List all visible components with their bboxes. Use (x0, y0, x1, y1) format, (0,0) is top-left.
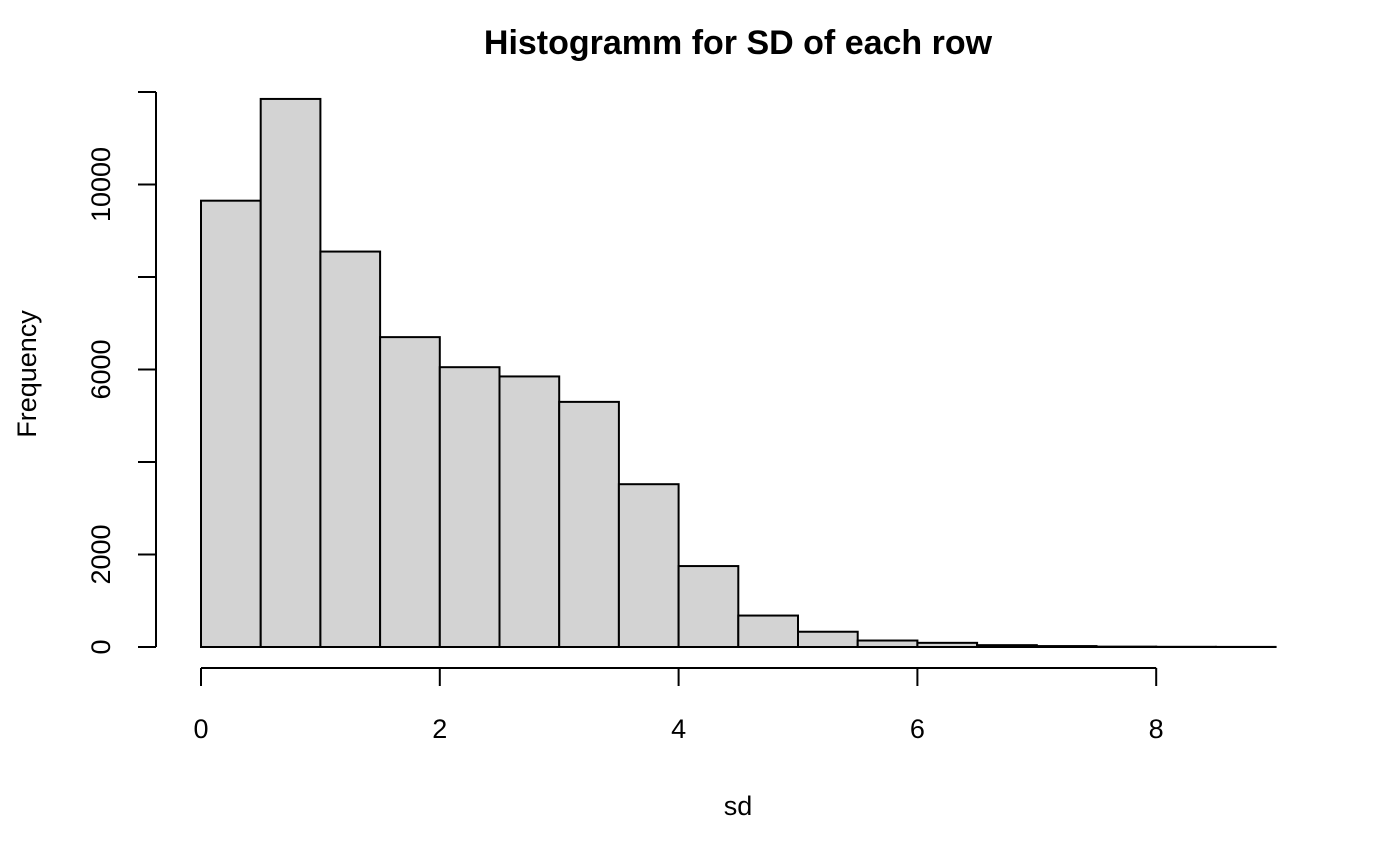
histogram-bar (498, 375, 561, 648)
x-tick-label: 0 (193, 714, 208, 744)
chart-title: Histogramm for SD of each row (484, 24, 993, 62)
x-tick-label: 4 (671, 714, 686, 744)
histogram-bar (379, 336, 441, 648)
x-tick-label: 6 (910, 714, 925, 744)
histogram-bar (438, 366, 501, 648)
histogram-bar (319, 250, 382, 648)
y-tick-label: 10000 (86, 147, 116, 222)
y-axis: 0 2000 6000 10000 (86, 91, 157, 655)
histogram-bar (916, 641, 979, 649)
histogram-bar (200, 199, 262, 648)
histogram-bar (976, 644, 1038, 649)
x-axis: 0 2 4 6 8 (193, 667, 1164, 744)
x-tick-label: 2 (432, 714, 447, 744)
y-tick-label: 6000 (86, 339, 116, 399)
histogram-bar (737, 614, 799, 648)
y-axis-label: Frequency (12, 310, 42, 438)
y-tick-label: 2000 (86, 524, 116, 584)
histogram-bar (677, 565, 740, 648)
x-axis-label: sd (724, 791, 753, 821)
histogram-bar (1035, 645, 1098, 649)
histogram-bar (856, 639, 919, 649)
histogram-bar (797, 630, 859, 648)
histogram-bar (558, 400, 620, 648)
bars-group (200, 97, 1277, 649)
histogram-bar (259, 97, 322, 648)
x-tick-label: 8 (1149, 714, 1164, 744)
histogram-bar (617, 483, 680, 649)
y-tick-label: 0 (86, 639, 116, 654)
